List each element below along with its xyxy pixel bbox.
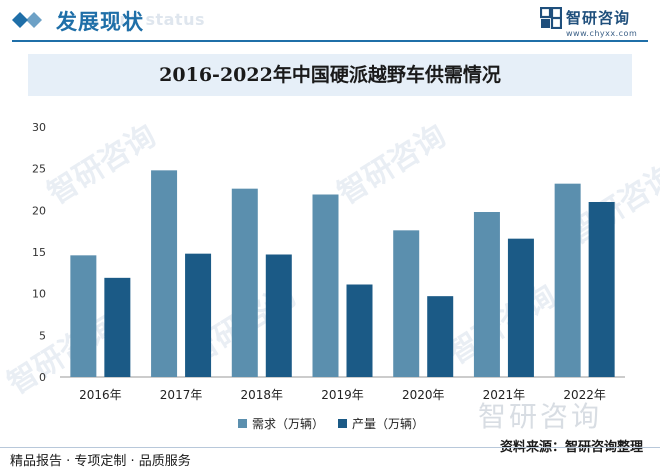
x-tick-label: 2022年 (563, 388, 606, 402)
y-tick-label: 25 (32, 163, 46, 176)
x-tick-label: 2016年 (79, 388, 122, 402)
logo-name: 智研咨询 (566, 9, 631, 27)
bar-output (346, 284, 373, 377)
legend-swatch-output (338, 419, 347, 428)
source-note: 资料来源：智研咨询整理 (500, 440, 644, 455)
bar-output (104, 277, 131, 377)
y-tick-label: 5 (39, 329, 46, 342)
bar-output (507, 238, 534, 377)
x-tick-label: 2019年 (321, 388, 364, 402)
chart-title: 2016-2022年中国硬派越野车供需情况 (159, 64, 501, 86)
bar-demand (151, 170, 178, 377)
bar-demand (70, 255, 97, 377)
footer-divider (0, 447, 660, 448)
y-tick-label: 20 (32, 204, 46, 217)
bar-demand (312, 194, 339, 377)
chart-title-box: 2016-2022年中国硬派越野车供需情况 (28, 54, 632, 96)
footer-slogan: 精品报告 · 专项定制 · 品质服务 (10, 454, 191, 469)
bar-output (427, 296, 454, 377)
x-tick-label: 2018年 (241, 388, 284, 402)
bar-output (265, 254, 292, 377)
x-tick-label: 2021年 (483, 388, 526, 402)
y-tick-label: 0 (39, 371, 46, 384)
header-divider (12, 40, 648, 42)
bar-demand (231, 188, 258, 377)
logo-url: www.chyxx.com (566, 29, 638, 38)
bar-chart: 0 5 10 15 20 25 30 2016年 2017年 2018年 2019年 2020年 202… (32, 121, 625, 402)
brand-logo: 智研咨询 www.chyxx.com (540, 5, 650, 41)
bar-demand (554, 183, 581, 377)
bar-demand (473, 212, 500, 377)
legend-label-output: 产量（万辆） (352, 417, 425, 431)
x-tick-label: 2020年 (402, 388, 445, 402)
logo-icon (540, 7, 562, 29)
bar-output (588, 202, 615, 377)
legend-label-demand: 需求（万辆） (252, 417, 325, 431)
page-title: 发展现状 (56, 10, 144, 34)
corner-watermark: 智研咨询 (478, 400, 603, 433)
header: ent status 发展现状 (0, 0, 660, 42)
y-tick-label: 30 (32, 121, 46, 134)
header-watermark: ent status (108, 10, 205, 29)
diamond-icon (12, 12, 42, 28)
legend-swatch-demand (238, 419, 247, 428)
bar-demand (393, 230, 420, 377)
x-tick-label: 2017年 (160, 388, 203, 402)
y-tick-label: 10 (32, 288, 46, 301)
bar-output (185, 253, 212, 377)
chart-legend: 需求（万辆） 产量（万辆） (0, 414, 660, 434)
y-tick-label: 15 (32, 246, 46, 259)
